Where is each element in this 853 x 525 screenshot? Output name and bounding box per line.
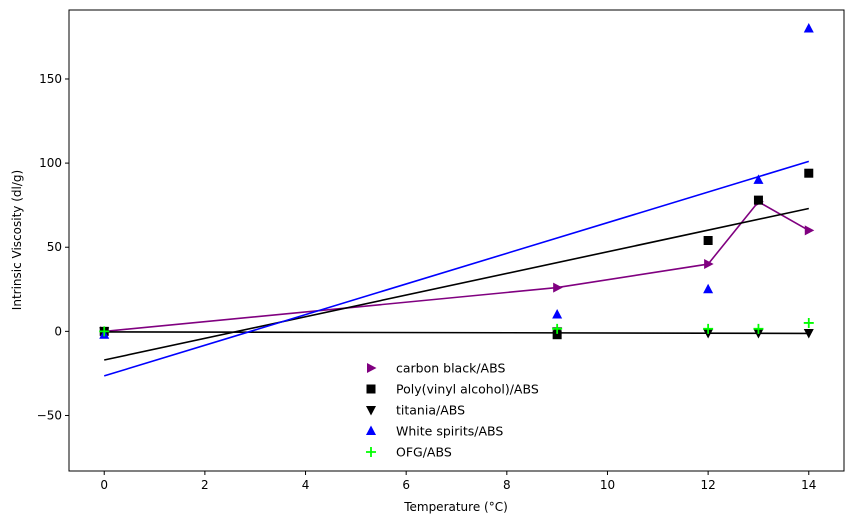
legend: carbon black/ABS Poly(vinyl alcohol)/ABS t…	[366, 361, 539, 460]
x-tick-label: 14	[801, 478, 816, 492]
y-axis-label: Intrinsic Viscosity (dl/g)	[10, 170, 24, 310]
ofg-abs-point-1	[552, 323, 563, 334]
x-tick-label: 2	[201, 478, 209, 492]
legend-label-ofg-abs: OFG/ABS	[396, 445, 452, 460]
x-tick-label: 10	[600, 478, 615, 492]
carbon-black-abs-point-4	[804, 225, 815, 236]
x-axis: 0 2 4 6 8 10 12 14	[100, 471, 816, 492]
titania-abs-point-4	[803, 329, 814, 339]
data-markers	[99, 23, 815, 340]
white-spirits-abs-point-1	[552, 309, 563, 319]
poly-vinyl-alcohol-abs-point-2	[703, 236, 713, 245]
legend-marker-titania-abs	[366, 406, 376, 416]
white-spirits-abs-point-4	[803, 23, 814, 33]
legend-marker-white-spirits-abs	[366, 425, 376, 435]
poly-vinyl-alcohol-abs-line	[104, 207, 809, 361]
legend-marker-carbon-black-abs	[367, 363, 377, 373]
x-tick-label: 6	[402, 478, 410, 492]
white-spirits-abs-point-3	[753, 174, 764, 184]
white-spirits-abs-point-2	[703, 283, 714, 294]
legend-label-titania-abs: titania/ABS	[396, 403, 465, 418]
y-tick-label: −50	[37, 408, 62, 422]
legend-marker-ofg-abs	[366, 447, 376, 457]
y-tick-label: 0	[54, 324, 62, 338]
legend-label-white-spirits-abs: White spirits/ABS	[396, 424, 503, 439]
x-axis-label: Temperature (°C)	[403, 500, 508, 514]
legend-label-poly-vinyl-alcohol-abs: Poly(vinyl alcohol)/ABS	[396, 382, 539, 397]
plot-area	[68, 9, 845, 472]
legend-label-carbon-black-abs: carbon black/ABS	[396, 361, 505, 376]
y-tick-label: 150	[39, 72, 62, 86]
x-tick-label: 12	[700, 478, 715, 492]
poly-vinyl-alcohol-abs-point-3	[753, 195, 763, 205]
legend-marker-poly-vinyl-alcohol-abs	[366, 384, 376, 394]
x-tick-label: 8	[503, 478, 511, 492]
x-tick-label: 0	[100, 478, 108, 492]
white-spirits-abs-line	[103, 160, 810, 377]
poly-vinyl-alcohol-abs-point-4	[804, 168, 814, 178]
ofg-abs-point-4	[803, 317, 814, 328]
carbon-black-abs-point-1	[553, 282, 563, 293]
ofg-abs-point-2	[703, 323, 714, 334]
y-axis: −50 0 50 100 150	[37, 72, 69, 422]
x-tick-label: 4	[302, 478, 310, 492]
ofg-abs-point-3	[753, 323, 764, 334]
y-tick-label: 50	[47, 240, 62, 254]
titania-abs-line	[104, 331, 809, 335]
carbon-black-abs-point-2	[704, 259, 714, 270]
y-tick-label: 100	[39, 156, 62, 170]
ofg-abs-point-0	[99, 326, 110, 337]
